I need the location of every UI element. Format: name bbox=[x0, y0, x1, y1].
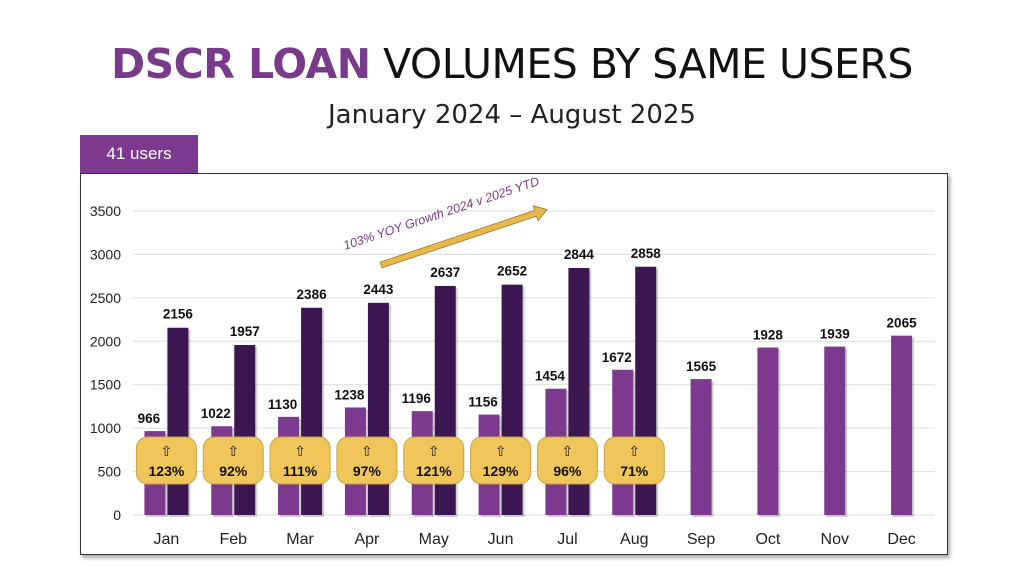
data-label-2025: 2844 bbox=[564, 247, 595, 262]
arrow-shape bbox=[379, 205, 548, 269]
data-label-2025: 2386 bbox=[297, 287, 328, 302]
growth-percent: 96% bbox=[553, 463, 582, 479]
data-label-2024: 1454 bbox=[535, 369, 566, 384]
data-label-2025: 2858 bbox=[631, 246, 662, 261]
data-label-2024: 1156 bbox=[468, 395, 498, 410]
bar-2025 bbox=[167, 327, 189, 515]
bar-2024 bbox=[690, 379, 712, 515]
page-subtitle: January 2024 – August 2025 bbox=[328, 100, 696, 130]
y-tick-label: 0 bbox=[113, 507, 121, 523]
growth-percent: 92% bbox=[219, 463, 248, 479]
x-tick-label: Sep bbox=[687, 531, 716, 548]
growth-up-icon: ⇧ bbox=[428, 444, 440, 460]
data-label-2024: 1565 bbox=[686, 359, 717, 374]
growth-badge bbox=[336, 436, 398, 485]
growth-up-icon: ⇧ bbox=[562, 444, 574, 460]
data-label-2024: 1928 bbox=[753, 328, 784, 343]
data-label-2025: 2156 bbox=[163, 307, 194, 322]
growth-up-icon: ⇧ bbox=[294, 444, 306, 460]
growth-badge bbox=[470, 436, 532, 485]
data-label-2025: 2637 bbox=[430, 265, 460, 280]
growth-up-icon: ⇧ bbox=[361, 444, 373, 460]
bar-2024 bbox=[824, 346, 846, 515]
data-label-2024: 1672 bbox=[602, 350, 632, 365]
users-count-badge: 41 users bbox=[80, 135, 198, 173]
growth-percent: 123% bbox=[149, 463, 185, 479]
data-label-2025: 1957 bbox=[230, 324, 260, 339]
bar-2024 bbox=[757, 347, 779, 515]
growth-badge bbox=[135, 436, 197, 485]
y-tick-label: 3500 bbox=[90, 203, 121, 219]
data-label-2024: 1130 bbox=[268, 397, 297, 412]
bar-2025 bbox=[234, 345, 256, 515]
data-label-2024: 1196 bbox=[402, 391, 432, 406]
title-highlight: DSCR LOAN bbox=[111, 40, 371, 88]
y-tick-label: 2500 bbox=[90, 290, 121, 306]
x-tick-label: Jan bbox=[154, 531, 180, 548]
y-tick-label: 3000 bbox=[90, 246, 121, 262]
y-tick-label: 1000 bbox=[90, 420, 121, 436]
x-tick-label: Dec bbox=[887, 531, 915, 548]
data-label-2024: 1022 bbox=[201, 406, 231, 421]
x-tick-label: Nov bbox=[821, 531, 849, 548]
growth-up-icon: ⇧ bbox=[161, 444, 173, 460]
x-tick-label: Oct bbox=[755, 531, 780, 548]
x-tick-label: Mar bbox=[286, 531, 314, 548]
data-label-2024: 1939 bbox=[820, 327, 850, 342]
growth-badge bbox=[403, 436, 465, 485]
growth-percent: 111% bbox=[283, 463, 318, 479]
growth-annotation: 103% YOY Growth 2024 v 2025 YTD bbox=[342, 174, 542, 253]
growth-percent: 129% bbox=[483, 463, 519, 479]
growth-badge bbox=[536, 436, 598, 485]
growth-badge bbox=[269, 436, 331, 485]
growth-badge bbox=[202, 436, 264, 485]
growth-percent: 121% bbox=[416, 463, 452, 479]
y-tick-label: 500 bbox=[98, 464, 122, 480]
x-tick-label: Apr bbox=[354, 531, 380, 548]
growth-percent: 71% bbox=[620, 463, 649, 479]
data-label-2024: 1238 bbox=[334, 387, 365, 402]
data-label-2025: 2443 bbox=[363, 282, 394, 297]
x-tick-label: Jul bbox=[557, 531, 577, 548]
growth-percent: 97% bbox=[353, 463, 382, 479]
growth-badge bbox=[603, 436, 665, 485]
y-tick-label: 2000 bbox=[90, 333, 121, 349]
x-tick-label: Aug bbox=[620, 531, 648, 548]
y-tick-label: 1500 bbox=[90, 377, 121, 393]
data-label-2024: 2065 bbox=[887, 316, 918, 331]
page-title: DSCR LOAN VOLUMES BY SAME USERS bbox=[0, 40, 1024, 88]
growth-arrow-icon bbox=[379, 205, 548, 269]
data-label-2024: 966 bbox=[138, 411, 161, 426]
x-tick-label: May bbox=[419, 531, 449, 548]
growth-up-icon: ⇧ bbox=[628, 444, 640, 460]
x-tick-label: Jun bbox=[488, 531, 514, 548]
data-label-2025: 2652 bbox=[497, 264, 527, 279]
x-tick-label: Feb bbox=[219, 531, 247, 548]
growth-up-icon: ⇧ bbox=[495, 444, 507, 460]
bar-2024 bbox=[891, 335, 913, 515]
title-rest: VOLUMES BY SAME USERS bbox=[383, 40, 913, 88]
growth-up-icon: ⇧ bbox=[227, 444, 239, 460]
